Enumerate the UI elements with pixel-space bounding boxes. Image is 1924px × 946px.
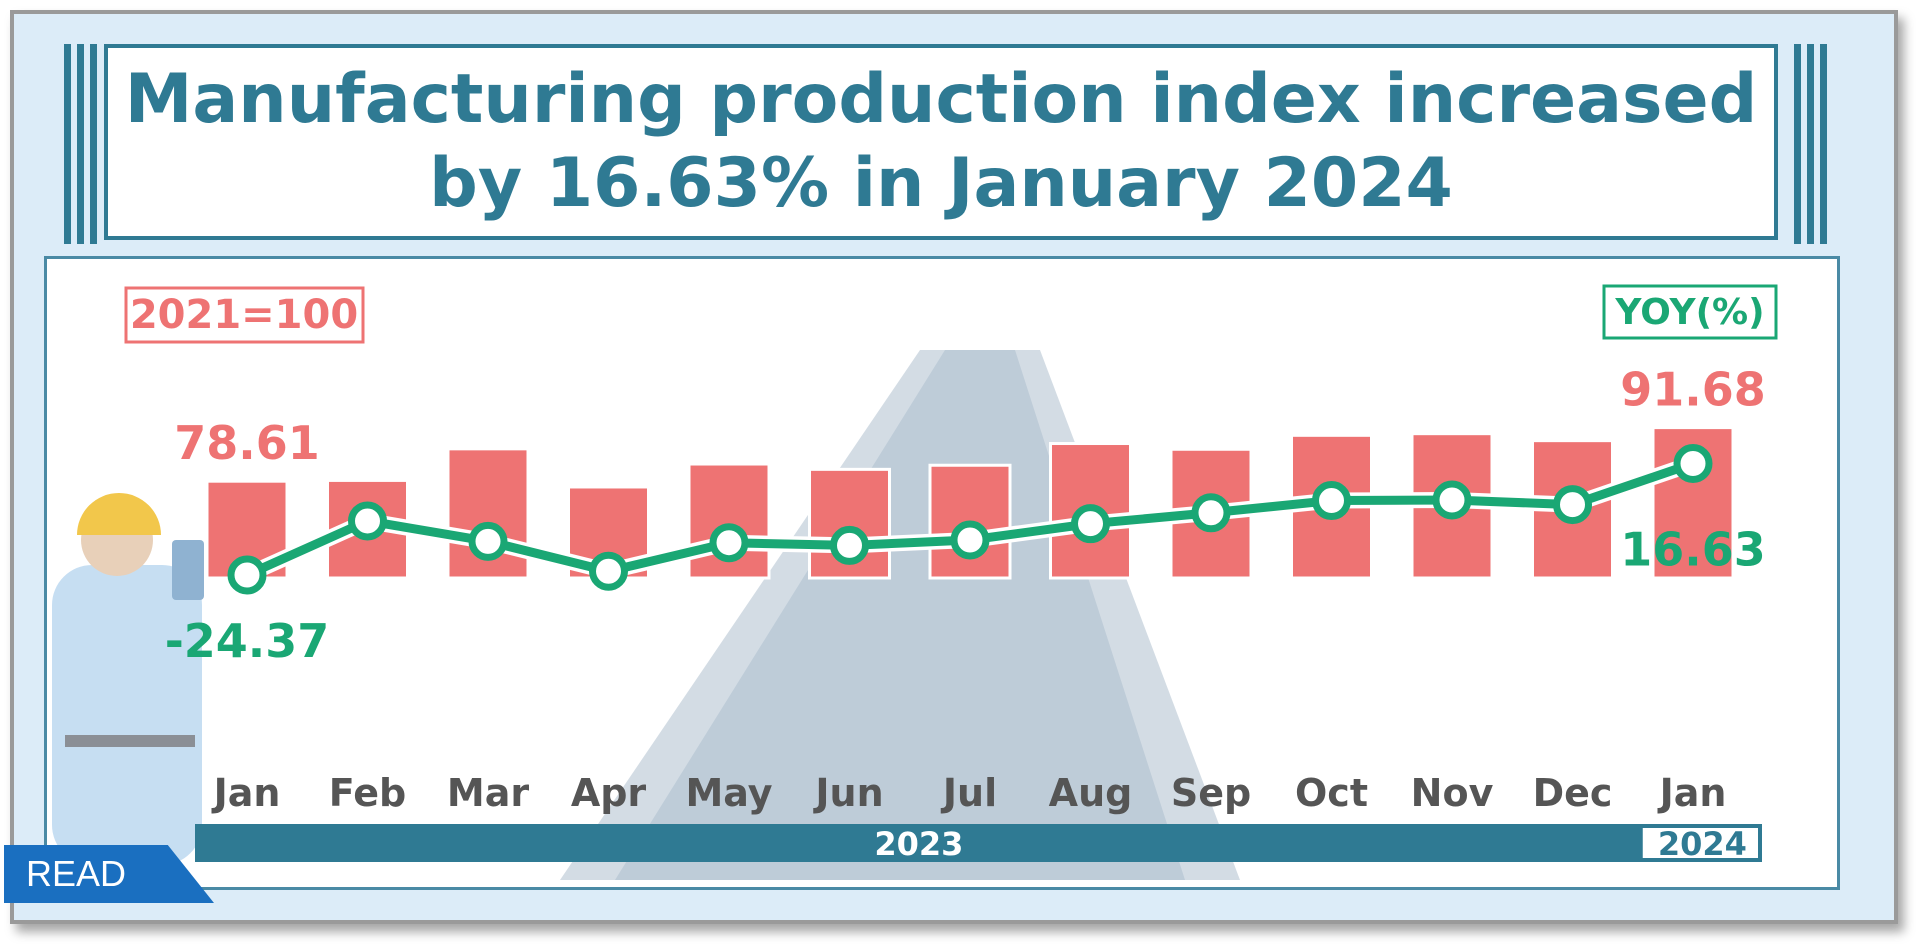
yoy-point-11 xyxy=(1553,485,1592,525)
yoy-point-7 xyxy=(1071,504,1110,544)
worker-illustration xyxy=(52,493,204,865)
chart-title-line-1: Manufacturing production index increased xyxy=(124,60,1758,139)
right-stripes xyxy=(1794,44,1836,244)
x-tick-label-4: May xyxy=(685,771,772,815)
x-tick-label-9: Oct xyxy=(1295,771,1368,815)
yoy-point-5 xyxy=(830,525,869,565)
x-tick-label-8: Sep xyxy=(1171,771,1251,815)
yoy-point-1 xyxy=(348,501,387,541)
title-box: Manufacturing production index increased… xyxy=(104,44,1778,240)
yoy-point-9 xyxy=(1312,481,1351,521)
year-label-2023: 2023 xyxy=(874,825,963,863)
x-tick-label-7: Aug xyxy=(1049,771,1133,815)
yoy-point-8 xyxy=(1191,493,1231,533)
x-tick-label-6: Jul xyxy=(940,771,997,815)
year-band xyxy=(195,824,1762,862)
yoy-value-first: -24.37 xyxy=(165,614,330,668)
year-label-2024: 2024 xyxy=(1658,825,1747,863)
bar-value-first: 78.61 xyxy=(174,416,320,470)
x-tick-label-1: Feb xyxy=(329,771,406,815)
yoy-label: YOY(%) xyxy=(1602,284,1778,340)
yoy-point-10 xyxy=(1432,480,1472,520)
yoy-label-text: YOY(%) xyxy=(1614,292,1764,333)
conveyor-illustration xyxy=(560,350,1240,880)
yoy-value-last: 16.63 xyxy=(1620,522,1766,576)
yoy-point-2 xyxy=(468,521,508,561)
yoy-point-6 xyxy=(950,520,990,560)
yoy-point-0 xyxy=(227,555,267,595)
yoy-point-12 xyxy=(1673,443,1713,483)
base-index-text: 2021=100 xyxy=(130,292,358,338)
year-band-2024-box xyxy=(1642,828,1758,858)
x-tick-label-11: Dec xyxy=(1533,771,1613,815)
x-tick-label-10: Nov xyxy=(1411,771,1494,815)
yoy-point-3 xyxy=(589,551,628,591)
yoy-point-4 xyxy=(709,523,749,563)
base-index-label: 2021=100 xyxy=(124,286,365,344)
x-tick-label-2: Mar xyxy=(447,771,529,815)
x-tick-label-0: Jan xyxy=(211,771,281,815)
bar-7 xyxy=(1049,442,1132,580)
left-stripes xyxy=(64,44,106,244)
x-tick-label-5: Jun xyxy=(812,771,883,815)
chart-title-line-2: by 16.63% in January 2024 xyxy=(429,144,1453,223)
bar-value-last: 91.68 xyxy=(1620,363,1766,417)
x-tick-label-3: Apr xyxy=(571,771,647,815)
x-tick-label-12: Jan xyxy=(1657,771,1727,815)
